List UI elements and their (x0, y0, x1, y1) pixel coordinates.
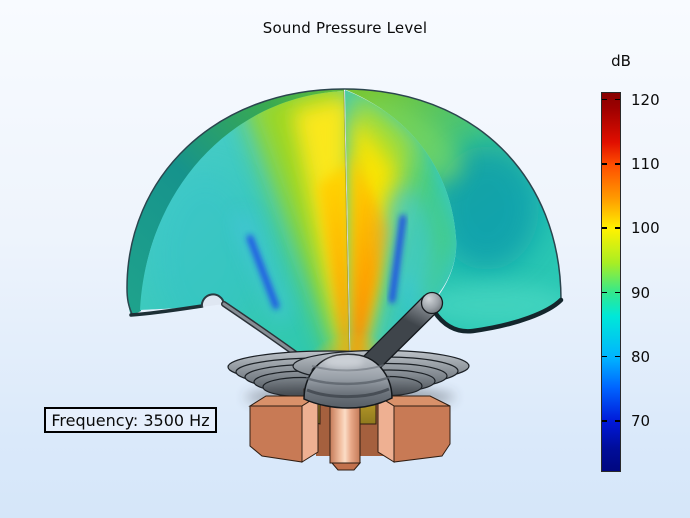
dome-outline (126, 88, 564, 334)
pressure-node-streak-right (384, 187, 434, 304)
colorbar-gradient (601, 92, 621, 472)
colorbar-unit-label: dB (611, 52, 631, 70)
pressure-node-streak-left (234, 213, 290, 321)
dome-diaphragm (303, 353, 393, 409)
frequency-annotation-box: Frequency: 3500 Hz (44, 407, 217, 433)
cut-corner-edge (343, 90, 351, 385)
frequency-annotation-label: Frequency: 3500 Hz (51, 410, 210, 430)
plot-title: Sound Pressure Level (262, 19, 428, 37)
waveguide-rim-notch (200, 293, 225, 308)
